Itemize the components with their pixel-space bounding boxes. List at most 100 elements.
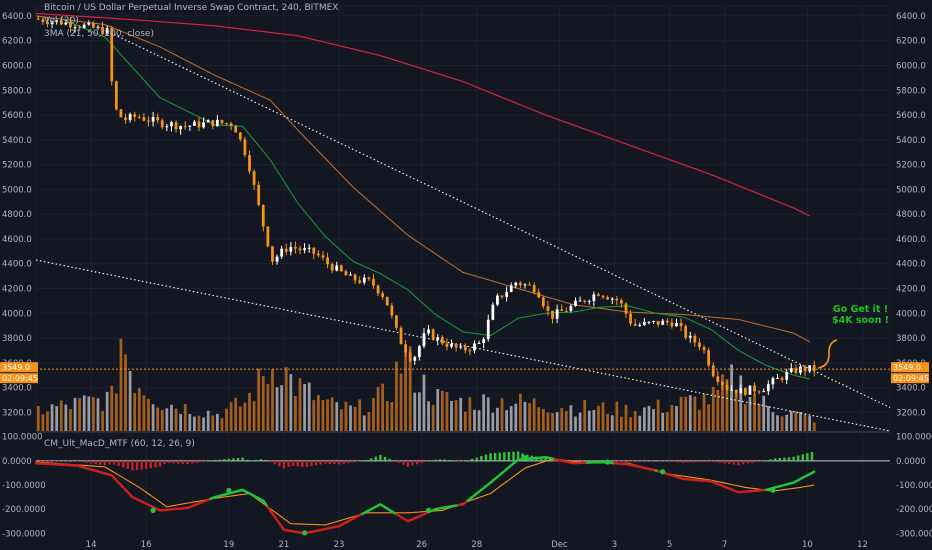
macd-histogram-bar [71,460,74,462]
macd-histogram-bar [158,460,162,467]
volume-bar [170,404,173,431]
macd-histogram-bar [246,459,249,461]
candle-body [238,132,242,140]
candle-body [179,126,183,130]
volume-bar [794,411,798,431]
volume-bar [500,398,504,431]
volume-bar [275,387,279,431]
macd-tick-right: -300.0000 [896,529,932,539]
price-tick-left: 3800.0 [2,334,32,344]
candle-body [454,343,458,348]
candle-body [294,247,297,249]
volume-bar [734,393,738,431]
macd-histogram-bar [420,460,423,464]
macd-histogram-bar [406,460,410,467]
candle-body [808,365,812,372]
candle-body [257,184,261,205]
candle-body [110,28,114,82]
candle-body [794,368,798,373]
candle-body [523,284,527,286]
time-tick-label: 26 [416,540,427,550]
time-tick-label: Dec [551,540,568,550]
volume-bar [509,406,513,431]
price-tick-left: 6000.0 [2,61,32,71]
candle-body [583,300,587,302]
annotation-line-2: $4K soon ! [832,315,889,326]
candle-body [473,343,476,351]
macd-histogram-bar [549,459,552,461]
macd-histogram-bar [769,459,772,461]
candle-body [321,255,325,258]
dotted-trendline [113,34,891,408]
macd-histogram-bar [379,454,382,461]
macd-histogram-bar [53,460,56,462]
dotted-trendline [35,259,891,432]
macd-histogram-bar [360,460,364,462]
volume-bar [551,413,554,431]
macd-histogram-bar [429,460,433,462]
candle-body [734,389,738,394]
macd-histogram-bar [604,460,607,461]
volume-bar [165,408,169,431]
volume-bar [303,383,306,431]
macd-histogram-bar [764,460,768,462]
macd-histogram-bar [792,456,795,461]
volume-bar [638,415,642,431]
candle-body [225,123,228,125]
volume-bar [610,415,614,431]
macd-histogram-bar [232,458,235,461]
volume-legend: Vol (20) [44,16,79,26]
candle-body [229,123,233,126]
candle-body [211,120,215,127]
macd-cross-dot [605,459,611,465]
volume-bar [234,397,238,431]
candle-body [404,344,407,353]
candle-body [776,377,779,379]
price-tick-left: 3400.0 [2,384,32,394]
volume-bar [477,410,481,431]
time-tick-label: 7 [722,540,727,550]
candle-body [615,298,619,301]
candle-body [55,20,59,22]
macd-histogram-bar [108,460,111,465]
price-tick-right: 6400.0 [896,12,926,22]
macd-histogram-bar [99,460,102,465]
ma-legend: 3MA (21, 50, 200, close) [44,29,154,39]
volume-bar [739,375,743,431]
macd-histogram-bar [498,452,501,461]
macd-histogram-bar [686,460,690,463]
price-tick-left: 4800.0 [2,210,32,220]
countdown-text: 02:09:45 [2,374,38,383]
volume-bar [266,383,270,431]
price-tick-right: 5600.0 [896,111,926,121]
volume-bar [179,413,183,431]
macd-histogram-bar [213,459,217,461]
macd-histogram-bar [714,460,717,463]
macd-histogram-bar [810,452,814,461]
candle-body [519,282,522,286]
volume-bar [330,397,334,431]
price-tick-right: 3200.0 [896,408,926,418]
candle-body [620,300,623,304]
volume-bar [46,411,49,431]
price-tick-left: 3200.0 [2,408,32,418]
price-tick-right: 4400.0 [896,260,926,270]
main-pane-frame [35,5,891,432]
macd-histogram-bar [200,460,203,463]
macd-histogram-bar [778,458,782,461]
volume-bar [142,395,146,431]
candle-body [799,366,802,373]
countdown-tag [891,373,929,384]
time-tick-label: 28 [471,540,482,550]
candle-body [330,264,334,271]
volume-bar [215,413,219,431]
candle-body [532,285,536,293]
candle-body [785,371,789,380]
candle-body [606,297,610,300]
volume-bar [642,407,646,431]
volume-bar [757,403,761,431]
macd-histogram-bar [457,460,460,462]
macd-histogram-bar [301,460,304,468]
